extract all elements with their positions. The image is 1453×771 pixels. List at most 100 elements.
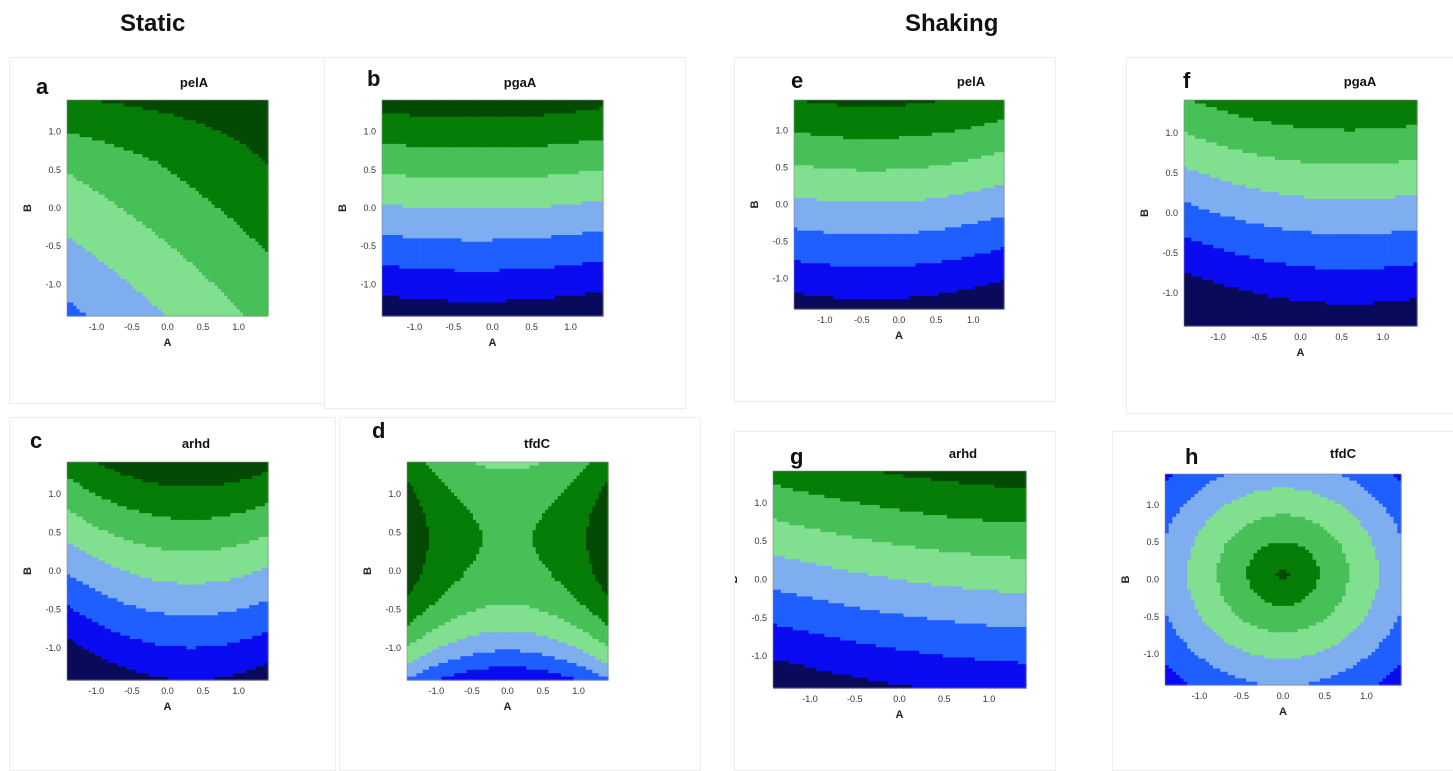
contour-cell bbox=[255, 312, 260, 317]
contour-cell bbox=[214, 194, 219, 199]
contour-cell bbox=[258, 208, 263, 212]
contour-cell bbox=[76, 130, 81, 135]
contour-cell bbox=[70, 221, 74, 226]
contour-cell bbox=[457, 100, 463, 104]
contour-cell bbox=[167, 238, 172, 243]
contour-cell bbox=[85, 305, 90, 310]
contour-cell bbox=[202, 147, 206, 152]
contour-cell bbox=[217, 116, 222, 121]
contour-cell bbox=[107, 289, 112, 293]
contour-cell bbox=[170, 238, 175, 243]
contour-cell bbox=[145, 160, 150, 165]
contour-cell bbox=[198, 309, 203, 314]
contour-cell bbox=[180, 231, 184, 236]
contour-cell bbox=[255, 164, 260, 169]
contour-cell bbox=[264, 228, 269, 233]
contour-cell bbox=[88, 282, 93, 287]
contour-cell bbox=[173, 309, 178, 314]
contour-cell bbox=[482, 103, 487, 108]
contour-cell bbox=[565, 110, 570, 115]
contour-cell bbox=[88, 238, 93, 243]
contour-cell bbox=[88, 221, 93, 226]
contour-cell bbox=[170, 137, 175, 142]
contour-cell bbox=[440, 133, 445, 138]
contour-cell bbox=[186, 214, 191, 219]
contour-cell bbox=[502, 110, 507, 115]
contour-cell bbox=[192, 187, 197, 192]
contour-cell bbox=[261, 127, 266, 131]
contour-cell bbox=[261, 255, 266, 260]
contour-cell bbox=[227, 140, 231, 145]
contour-cell bbox=[261, 187, 266, 192]
contour-cell bbox=[551, 106, 556, 111]
contour-cell bbox=[554, 137, 559, 142]
contour-cell bbox=[145, 147, 150, 152]
contour-cell bbox=[246, 140, 250, 145]
contour-cell bbox=[252, 235, 257, 239]
contour-cell bbox=[180, 116, 184, 121]
contour-cell bbox=[255, 231, 260, 236]
contour-cell bbox=[85, 197, 90, 202]
contour-cell bbox=[236, 289, 241, 293]
contour-cell bbox=[164, 123, 169, 128]
contour-cell bbox=[79, 262, 84, 266]
contour-cell bbox=[211, 258, 216, 263]
contour-cell bbox=[186, 262, 191, 266]
contour-cell bbox=[224, 150, 228, 155]
contour-cell bbox=[202, 123, 206, 128]
contour-cell bbox=[180, 143, 184, 148]
contour-cell bbox=[255, 289, 260, 293]
contour-cell bbox=[139, 130, 143, 135]
contour-cell bbox=[242, 258, 247, 263]
contour-cell bbox=[142, 305, 147, 310]
contour-cell bbox=[101, 184, 106, 189]
contour-cell bbox=[537, 133, 542, 138]
contour-cell bbox=[164, 120, 169, 125]
contour-cell bbox=[123, 268, 128, 273]
contour-cell bbox=[120, 248, 125, 253]
contour-cell bbox=[264, 262, 269, 266]
contour-cell bbox=[82, 292, 87, 297]
contour-cell bbox=[136, 224, 140, 229]
contour-cell bbox=[227, 164, 231, 169]
contour-cell bbox=[164, 174, 169, 179]
contour-cell bbox=[180, 150, 184, 155]
contour-cell bbox=[561, 133, 566, 138]
contour-cell bbox=[485, 103, 490, 108]
contour-cell bbox=[208, 309, 213, 314]
contour-cell bbox=[154, 231, 159, 236]
contour-cell bbox=[227, 130, 231, 135]
contour-cell bbox=[92, 268, 96, 273]
contour-cell bbox=[98, 312, 103, 317]
contour-cell bbox=[233, 174, 238, 179]
contour-cell bbox=[132, 289, 137, 293]
contour-cell bbox=[117, 289, 121, 293]
contour-cell bbox=[416, 140, 421, 145]
contour-cell bbox=[101, 127, 106, 131]
contour-cell bbox=[217, 224, 222, 229]
contour-cell bbox=[211, 218, 216, 223]
contour-cell bbox=[114, 241, 118, 246]
contour-cell bbox=[117, 167, 121, 172]
contour-cell bbox=[264, 214, 269, 219]
contour-cell bbox=[252, 248, 257, 253]
contour-cell bbox=[136, 120, 140, 125]
contour-cell bbox=[461, 130, 466, 135]
contour-cell bbox=[88, 123, 93, 128]
contour-cell bbox=[67, 282, 71, 287]
contour-cell bbox=[399, 120, 404, 125]
contour-cell bbox=[132, 123, 137, 128]
contour-cell bbox=[79, 241, 84, 246]
contour-cell bbox=[195, 292, 200, 297]
contour-cell bbox=[208, 292, 213, 297]
contour-cell bbox=[132, 278, 137, 283]
contour-cell bbox=[104, 164, 109, 169]
contour-cell bbox=[161, 154, 165, 158]
contour-cell bbox=[252, 265, 257, 270]
contour-cell bbox=[164, 113, 169, 118]
contour-cell bbox=[120, 292, 125, 297]
contour-cell bbox=[202, 100, 206, 104]
contour-cell bbox=[227, 201, 231, 206]
contour-cell bbox=[173, 130, 178, 135]
contour-cell bbox=[167, 127, 172, 131]
